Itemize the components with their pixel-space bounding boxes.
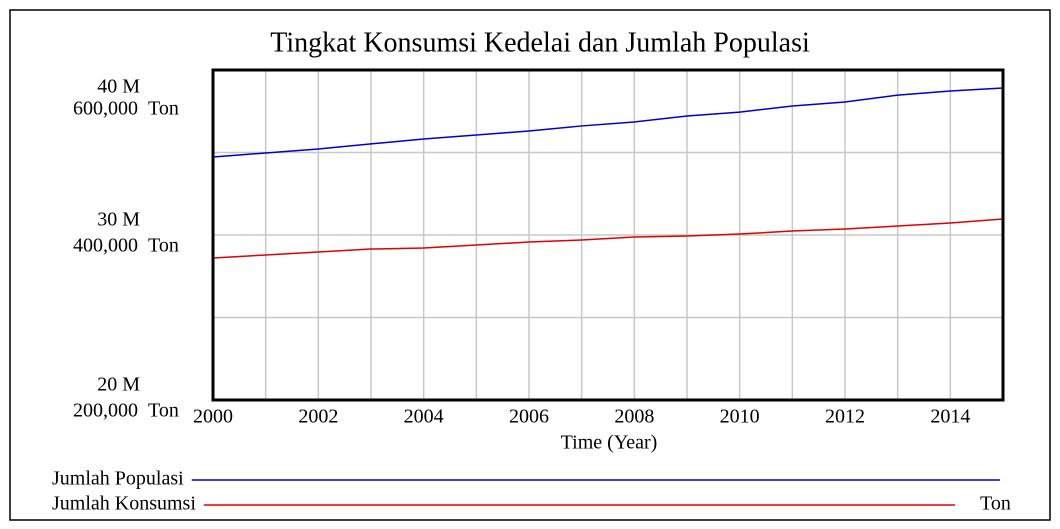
x-tick-label: 2010	[720, 406, 760, 428]
legend-label: Jumlah Populasi	[52, 468, 184, 490]
x-tick-label: 2008	[614, 406, 654, 428]
x-tick-label: 2004	[404, 406, 444, 428]
legend-label: Jumlah Konsumsi	[52, 493, 196, 515]
y2-unit-label: Ton	[148, 400, 179, 422]
plot-border	[211, 68, 1005, 402]
y-tick-label: 30 M	[97, 209, 140, 231]
line-series	[212, 87, 1004, 158]
y2-tick-label: 200,000	[73, 400, 138, 422]
x-tick-label: 2012	[825, 406, 865, 428]
x-tick-label: 2000	[193, 406, 233, 428]
y2-tick-label: 600,000	[73, 98, 138, 120]
line-series	[212, 218, 1004, 259]
legend-unit: Ton	[980, 493, 1011, 515]
frame	[9, 9, 1051, 521]
chart-title: Tingkat Konsumsi Kedelai dan Jumlah Popu…	[270, 27, 810, 58]
x-tick-label: 2002	[298, 406, 338, 428]
x-axis-label: Time (Year)	[561, 432, 658, 454]
y-tick-label: 20 M	[97, 374, 140, 396]
y2-unit-label: Ton	[148, 235, 179, 257]
y-tick-label: 40 M	[97, 76, 140, 98]
y2-tick-label: 400,000	[73, 235, 138, 257]
x-tick-label: 2014	[930, 406, 970, 428]
x-tick-label: 2006	[509, 406, 549, 428]
y2-unit-label: Ton	[148, 98, 179, 120]
